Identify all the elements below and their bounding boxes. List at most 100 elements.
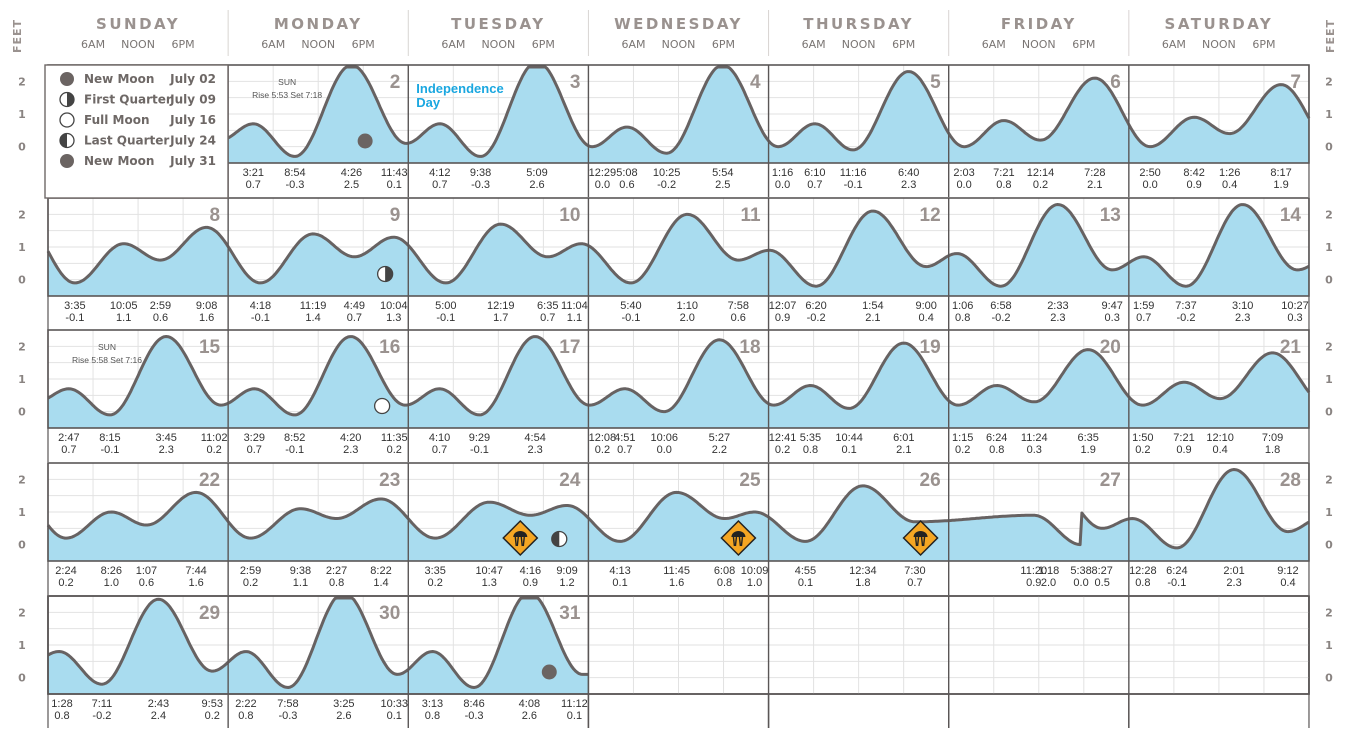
tide-height: 2.4 [151, 710, 166, 722]
legend-moon-icon [59, 132, 75, 149]
tide-height: 0.0 [595, 179, 610, 191]
y-tick-right: 2 [1325, 75, 1333, 88]
sun-title: SUN [98, 342, 116, 352]
moon-shade [60, 133, 67, 148]
tide-height: 2.1 [1087, 179, 1102, 191]
tide-height: 1.3 [386, 312, 401, 324]
tide-time: 2:24 [55, 565, 76, 577]
legend-label: New Moon [84, 154, 154, 168]
jelly-tentacle [740, 536, 744, 547]
tide-time: 11:12 [561, 698, 588, 710]
time-label: NOON [1202, 38, 1236, 51]
tide-height: 0.1 [798, 577, 813, 589]
time-label: 6PM [1252, 38, 1275, 51]
tide-height: 0.0 [657, 444, 672, 456]
tide-time: 3:35 [424, 565, 445, 577]
tide-time: 1:26 [1219, 167, 1240, 179]
tide-height: 2.1 [865, 312, 880, 324]
legend-moon-icon [59, 91, 75, 108]
y-tick-left: 0 [18, 274, 26, 287]
legend-moon-icon [60, 72, 74, 86]
tide-height: 0.2 [1033, 179, 1048, 191]
tide-time: 11:02 [201, 432, 228, 444]
tide-height: -0.1 [100, 444, 119, 456]
tide-time: 5:40 [620, 300, 641, 312]
tide-time: 8:15 [99, 432, 120, 444]
day-number: 19 [920, 337, 941, 358]
tide-height: 0.8 [329, 577, 344, 589]
tide-height: 0.7 [432, 179, 447, 191]
tide-height: 2.6 [522, 710, 537, 722]
tide-time: 3:13 [422, 698, 443, 710]
tide-height: 0.7 [432, 444, 447, 456]
tide-time: 9:53 [202, 698, 223, 710]
tide-height: 0.4 [1222, 179, 1237, 191]
tide-height: 1.1 [293, 577, 308, 589]
tide-height: 1.1 [116, 312, 131, 324]
tide-height: -0.3 [465, 710, 484, 722]
holiday-name: Independence [416, 81, 503, 96]
day-number: 12 [920, 205, 941, 226]
day-number: 28 [1280, 470, 1301, 491]
tide-time: 11:45 [663, 565, 690, 577]
legend-box [44, 64, 229, 199]
tide-time: 9:08 [196, 300, 217, 312]
tide-time: 7:21 [1173, 432, 1194, 444]
tide-time: 11:24 [1021, 432, 1048, 444]
tide-height: 2.6 [529, 179, 544, 191]
tide-time: 11:19 [300, 300, 327, 312]
day-number: 13 [1100, 205, 1121, 226]
day-number: 22 [199, 470, 220, 491]
tide-area-week-2 [48, 204, 1309, 296]
tide-height: -0.2 [807, 312, 826, 324]
tide-time: 6:58 [990, 300, 1011, 312]
warning-diamond [902, 519, 939, 557]
tide-time: 7:44 [185, 565, 206, 577]
legend-date: July 31 [169, 154, 216, 168]
time-label: 6PM [892, 38, 915, 51]
holiday-name-line2: Day [416, 95, 441, 110]
tide-height: 0.5 [1095, 577, 1110, 589]
tide-height: 0.2 [775, 444, 790, 456]
tide-time: 2:47 [58, 432, 79, 444]
tide-time: 8:27 [1091, 565, 1112, 577]
tide-time: 1:28 [51, 698, 72, 710]
tide-curve-week-1 [46, 65, 1311, 158]
time-label: 6PM [1072, 38, 1095, 51]
tide-height: 2.3 [159, 444, 174, 456]
tide-time: 8:46 [463, 698, 484, 710]
moon-icon-last [551, 530, 568, 548]
tide-height: -0.2 [92, 710, 111, 722]
jelly-tentacle [914, 536, 918, 547]
day-number: 18 [739, 337, 760, 358]
tide-height: 1.4 [373, 577, 388, 589]
y-tick-right: 0 [1325, 539, 1333, 552]
tide-height: 0.6 [731, 312, 746, 324]
y-tick-left: 1 [18, 241, 26, 254]
time-label: NOON [662, 38, 696, 51]
tide-time: 10:06 [650, 432, 678, 444]
tide-time: 3:29 [244, 432, 265, 444]
tide-time: 4:49 [344, 300, 365, 312]
tide-height: -0.1 [285, 444, 304, 456]
y-tick-left: 2 [18, 606, 26, 619]
tide-area-week-4 [48, 469, 1309, 561]
tide-height: 0.4 [1280, 577, 1295, 589]
tide-time: 10:33 [381, 698, 409, 710]
tide-curve-week-5 [47, 596, 589, 689]
jelly-bell [513, 531, 528, 537]
tide-time: 2:43 [148, 698, 169, 710]
time-label: 6AM [1162, 38, 1186, 51]
tide-height: 2.6 [336, 710, 351, 722]
tide-height: 2.3 [901, 179, 916, 191]
jelly-tentacle [922, 536, 926, 547]
y-tick-right: 0 [1325, 406, 1333, 419]
y-tick-right: 2 [1325, 340, 1333, 353]
time-label: 6PM [532, 38, 555, 51]
tide-time: 11:16 [840, 167, 867, 179]
y-tick-right: 1 [1325, 639, 1333, 652]
y-tick-left: 2 [18, 75, 26, 88]
day-number: 26 [920, 470, 941, 491]
